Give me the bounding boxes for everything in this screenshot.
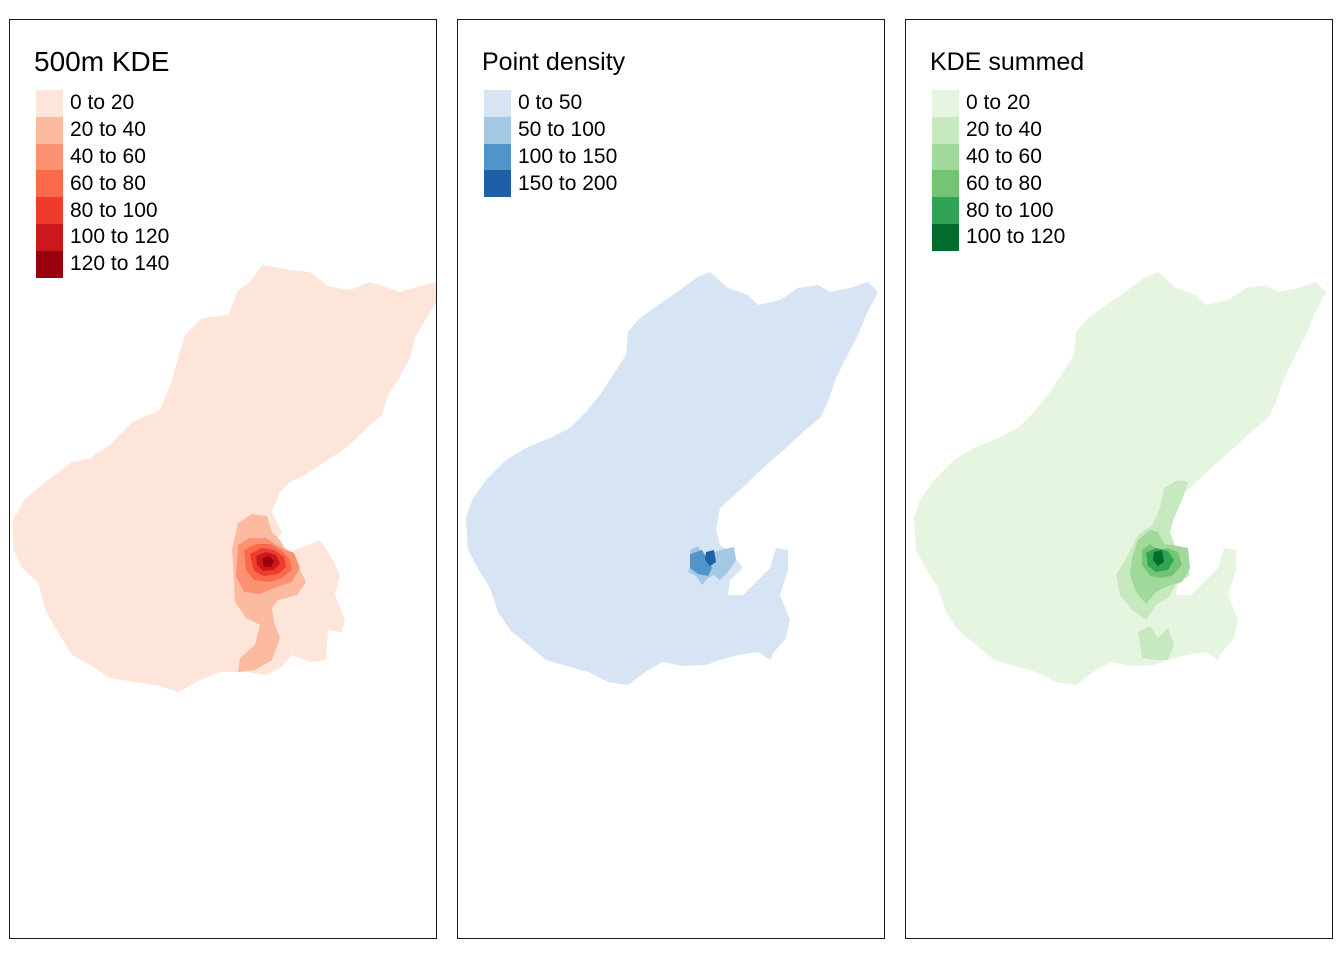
density-100-150 xyxy=(690,550,712,576)
density-150-200 xyxy=(705,550,716,566)
hotspot-120-140 xyxy=(262,556,274,567)
legend-item: 0 to 20 xyxy=(36,90,169,117)
legend-swatch xyxy=(36,170,63,198)
legend-label: 20 to 40 xyxy=(966,118,1042,142)
legend-item: 150 to 200 xyxy=(484,170,618,198)
legend-swatch xyxy=(484,170,511,198)
legend-item: 60 to 80 xyxy=(932,170,1065,198)
map-panel-kde-summed: KDE summed 0 to 20 20 to 40 40 to 60 60 … xyxy=(905,19,1333,939)
legend-label: 80 to 100 xyxy=(966,198,1054,222)
legend-swatch xyxy=(36,197,63,224)
region-shape xyxy=(914,272,1326,685)
legend-item: 60 to 80 xyxy=(36,170,169,198)
legend-swatch xyxy=(932,143,959,171)
panel-title: 500m KDE xyxy=(34,46,170,77)
legend-label: 0 to 20 xyxy=(966,91,1031,115)
kde-summed-100-120 xyxy=(1153,550,1164,566)
legend-swatch xyxy=(932,116,959,144)
legend: 0 to 50 50 to 100 100 to 150 150 to 200 xyxy=(484,90,618,198)
legend-item: 20 to 40 xyxy=(36,116,169,144)
legend-item: 0 to 50 xyxy=(484,90,617,117)
legend-label: 0 to 20 xyxy=(70,91,135,115)
legend-item: 20 to 40 xyxy=(932,116,1065,144)
region-shape xyxy=(12,265,436,692)
panel-title: KDE summed xyxy=(930,48,1085,76)
legend-swatch xyxy=(932,223,959,251)
legend-label: 20 to 40 xyxy=(70,118,146,142)
panel-title: Point density xyxy=(482,48,626,76)
legend-swatch xyxy=(932,90,959,117)
legend-item: 120 to 140 xyxy=(36,250,170,278)
kde-summed-map xyxy=(914,272,1326,685)
legend-swatch xyxy=(484,90,511,117)
legend-label: 40 to 60 xyxy=(70,144,146,168)
legend-label: 80 to 100 xyxy=(70,198,158,222)
legend-item: 0 to 20 xyxy=(932,90,1065,117)
legend-label: 100 to 150 xyxy=(518,144,618,168)
kde-summed-20-40-south xyxy=(1138,626,1174,660)
legend-item: 100 to 120 xyxy=(36,223,170,251)
legend-label: 60 to 80 xyxy=(70,171,146,195)
legend-label: 50 to 100 xyxy=(518,118,606,142)
region-shape xyxy=(466,272,878,685)
legend-label: 120 to 140 xyxy=(70,252,170,276)
legend-label: 150 to 200 xyxy=(518,171,618,195)
legend-item: 100 to 150 xyxy=(484,143,618,171)
legend-item: 80 to 100 xyxy=(932,197,1065,224)
legend-item: 40 to 60 xyxy=(36,143,169,171)
legend-swatch xyxy=(932,197,959,224)
legend-label: 40 to 60 xyxy=(966,144,1042,168)
legend: 0 to 20 20 to 40 40 to 60 60 to 80 80 to… xyxy=(36,90,169,278)
point-density-map xyxy=(466,272,878,685)
legend-label: 60 to 80 xyxy=(966,171,1042,195)
legend-item: 80 to 100 xyxy=(36,197,169,224)
legend-label: 100 to 120 xyxy=(966,225,1066,249)
legend-swatch xyxy=(36,143,63,171)
legend-item: 40 to 60 xyxy=(932,143,1065,171)
map-panel-kde: 500m KDE 0 to 20 20 to 40 40 to 60 60 to… xyxy=(9,19,437,939)
legend-label: 100 to 120 xyxy=(70,225,170,249)
legend: 0 to 20 20 to 40 40 to 60 60 to 80 80 to… xyxy=(932,90,1065,251)
legend-item: 50 to 100 xyxy=(484,116,617,144)
legend-swatch xyxy=(36,223,63,251)
legend-item: 100 to 120 xyxy=(932,223,1066,251)
legend-swatch xyxy=(36,116,63,144)
legend-swatch xyxy=(484,116,511,144)
map-panel-point-density: Point density 0 to 50 50 to 100 100 to 1… xyxy=(457,19,885,939)
legend-label: 0 to 50 xyxy=(518,91,583,115)
kde-map xyxy=(12,265,436,692)
legend-swatch xyxy=(932,170,959,198)
legend-swatch xyxy=(36,250,63,278)
legend-swatch xyxy=(36,90,63,117)
legend-swatch xyxy=(484,143,511,171)
